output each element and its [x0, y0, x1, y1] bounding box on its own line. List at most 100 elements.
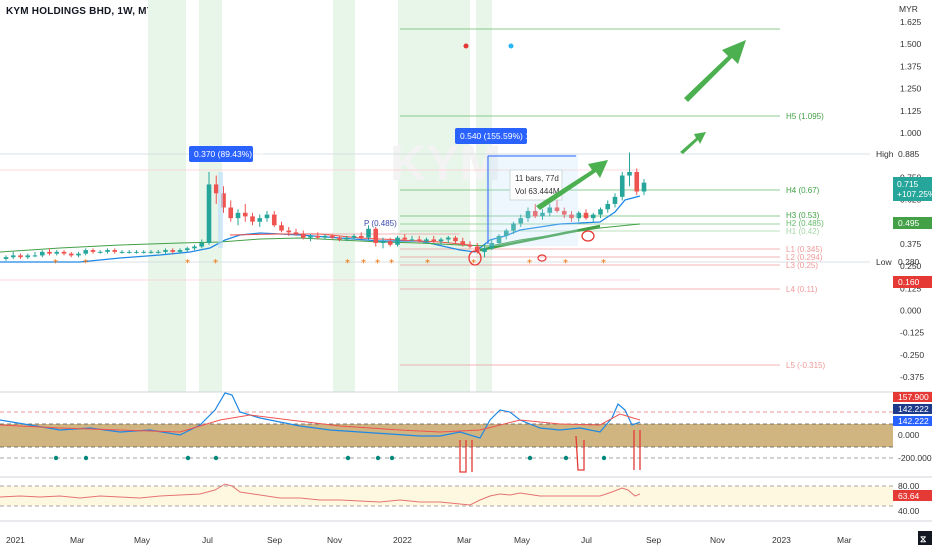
candle-body — [373, 228, 379, 243]
pivot-labels: H5 (1.095) H4 (0.67) H3 (0.53) H2 (0.485… — [364, 112, 825, 370]
pivot-h5: H5 (1.095) — [786, 112, 824, 121]
star-marker: * — [375, 258, 380, 269]
candle-body — [184, 248, 190, 251]
time-axis-label: Mar — [457, 535, 472, 545]
candle-body — [627, 171, 632, 176]
candle-body — [235, 212, 241, 219]
svg-text:142.222: 142.222 — [898, 416, 929, 426]
highlight-zones — [148, 0, 492, 392]
star-marker: * — [213, 258, 218, 269]
symbol-title[interactable]: KYM HOLDINGS BHD, 1W, MYX — [6, 6, 161, 17]
candle-body — [344, 237, 350, 240]
trend-line[interactable] — [479, 224, 601, 252]
price-axis-label: -0.250 — [900, 350, 924, 360]
time-axis-label: Mar — [837, 535, 852, 545]
svg-text:+107.25%: +107.25% — [897, 189, 932, 199]
candle-body — [431, 239, 437, 242]
drawing-circle[interactable] — [581, 230, 595, 242]
candle-body — [424, 239, 429, 242]
osc-marker — [375, 455, 381, 461]
candle-body — [366, 228, 371, 238]
candle-body — [126, 251, 132, 253]
time-axis-label: May — [514, 535, 531, 545]
price-axis-label: 0.125 — [900, 283, 922, 293]
candle-body — [3, 257, 9, 259]
candle-body — [482, 248, 487, 252]
star-marker: * — [601, 258, 606, 269]
candle-body — [163, 250, 168, 252]
drawing-circle[interactable] — [468, 250, 482, 266]
time-axis-label: 2022 — [393, 535, 412, 545]
forecast-arrows[interactable] — [536, 40, 746, 210]
pivot-l5: L5 (-0.315) — [786, 361, 825, 370]
star-marker: * — [345, 258, 350, 269]
candle-body — [329, 235, 335, 238]
svg-text:Vol 63.444M: Vol 63.444M — [515, 187, 560, 196]
price-axis-label: 1.625 — [900, 17, 922, 27]
price-axis-label: 1.125 — [900, 106, 922, 116]
star-marker: * — [53, 258, 58, 269]
price-axis-label: -0.375 — [900, 372, 924, 382]
drawing-circle[interactable] — [537, 254, 547, 262]
svg-text:0.370 (89.43%) 74: 0.370 (89.43%) 74 — [194, 149, 264, 159]
candle-body — [453, 237, 458, 242]
star-marker: * — [563, 258, 568, 269]
ma-red-line — [229, 233, 471, 246]
candle-body — [518, 218, 524, 224]
candle-body — [155, 251, 161, 253]
svg-text:⧖: ⧖ — [920, 534, 926, 544]
candle-body — [569, 214, 574, 219]
star-marker: * — [389, 258, 394, 269]
candle-body — [257, 218, 263, 222]
candle-body — [438, 239, 444, 242]
candle-body — [293, 232, 299, 235]
candle-body — [32, 255, 38, 257]
candles — [3, 152, 647, 261]
candle-body — [525, 211, 531, 219]
pivot-h4: H4 (0.67) — [786, 186, 820, 195]
tradingview-logo[interactable]: ⧖ — [918, 531, 932, 550]
candle-body — [583, 212, 589, 219]
candle-body — [199, 242, 205, 247]
candle-body — [474, 246, 480, 252]
candle-body — [10, 255, 16, 258]
candle-body — [83, 250, 89, 254]
candle-body — [416, 239, 422, 242]
star-marker: * — [185, 258, 190, 269]
osc-marker — [527, 455, 533, 461]
watermark: KYM — [390, 135, 501, 191]
candle-body — [590, 214, 596, 219]
candle-body — [337, 237, 342, 240]
candle-body — [286, 230, 292, 233]
marker-dot-red — [463, 43, 469, 49]
candle-body — [619, 175, 625, 197]
rsi-pane[interactable]: 63.64 80.00 40.00 — [0, 481, 932, 516]
star-marker: * — [471, 258, 476, 269]
svg-text:High: High — [876, 149, 894, 159]
candle-body — [496, 235, 502, 243]
time-axis[interactable]: 2021 Mar May Jul Sep Nov 2022 Mar May Jul Sep Nov 20… — [6, 535, 852, 545]
candle-body — [358, 235, 364, 238]
candle-body — [271, 214, 277, 226]
candle-body — [532, 211, 538, 217]
oscillator-pane-1[interactable]: 157.900 142.222 142.222 0.000 -200.000 — [0, 392, 932, 473]
candle-body — [561, 211, 567, 215]
candle-body — [112, 250, 118, 252]
candle-body — [242, 212, 248, 217]
time-axis-label: 2021 — [6, 535, 25, 545]
svg-text:0.715: 0.715 — [897, 179, 919, 189]
time-axis-label: 2023 — [772, 535, 791, 545]
svg-text:0.540 (155.59%) 108: 0.540 (155.59%) 108 — [460, 131, 540, 141]
candle-body — [25, 255, 31, 258]
candle-body — [47, 251, 52, 254]
measure-tool-2[interactable]: 0.540 (155.59%) 108 11 bars, 77d Vol 63.… — [455, 128, 578, 246]
pivot-l2: L2 (0.294) — [786, 253, 823, 262]
candle-body — [402, 237, 408, 240]
currency-label: MYR — [899, 4, 918, 14]
candle-body — [54, 251, 60, 254]
measure-tool-1[interactable]: 0.370 (89.43%) 74 — [189, 146, 264, 248]
price-axis-label: 1.375 — [900, 61, 922, 71]
svg-text:0.885: 0.885 — [898, 149, 920, 159]
price-axis-label: -0.125 — [900, 328, 924, 338]
